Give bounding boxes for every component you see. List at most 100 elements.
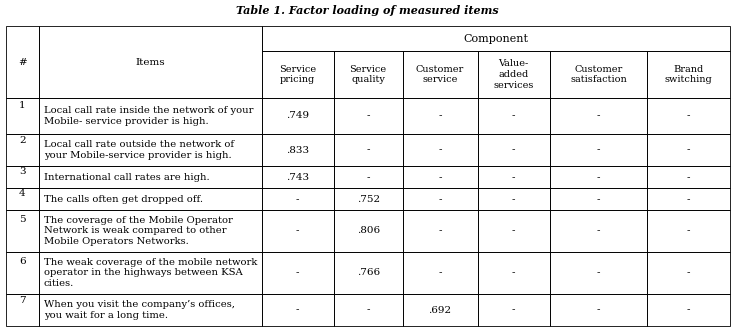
Text: .692: .692: [428, 305, 452, 315]
Text: Customer
service: Customer service: [416, 65, 464, 84]
Bar: [262, 294, 333, 326]
Text: 5: 5: [19, 215, 26, 224]
Bar: [6, 134, 39, 166]
Text: -: -: [296, 268, 300, 277]
Bar: [550, 188, 648, 210]
Bar: [648, 294, 730, 326]
Bar: [550, 166, 648, 188]
Bar: [333, 98, 403, 134]
Text: 4: 4: [19, 189, 26, 197]
Text: -: -: [439, 195, 442, 204]
Text: Items: Items: [135, 58, 165, 67]
Text: The calls often get dropped off.: The calls often get dropped off.: [44, 195, 202, 204]
Bar: [6, 188, 39, 210]
Bar: [403, 51, 477, 98]
Bar: [262, 188, 333, 210]
Bar: [262, 51, 333, 98]
Bar: [477, 98, 550, 134]
Text: -: -: [512, 112, 515, 120]
Text: Customer
satisfaction: Customer satisfaction: [570, 65, 627, 84]
Bar: [477, 294, 550, 326]
Text: -: -: [296, 195, 300, 204]
Text: .833: .833: [286, 146, 309, 154]
Bar: [477, 51, 550, 98]
Bar: [6, 294, 39, 326]
Bar: [648, 98, 730, 134]
Bar: [262, 26, 730, 51]
Bar: [403, 294, 477, 326]
Bar: [477, 188, 550, 210]
Bar: [550, 252, 648, 294]
Text: -: -: [512, 173, 515, 182]
Text: Value-
added
services: Value- added services: [493, 59, 534, 90]
Bar: [39, 134, 262, 166]
Text: -: -: [366, 112, 370, 120]
Bar: [39, 252, 262, 294]
Bar: [262, 210, 333, 252]
Bar: [550, 294, 648, 326]
Bar: [333, 51, 403, 98]
Bar: [403, 134, 477, 166]
Bar: [550, 210, 648, 252]
Bar: [333, 166, 403, 188]
Text: -: -: [686, 305, 690, 315]
Text: -: -: [686, 112, 690, 120]
Bar: [403, 252, 477, 294]
Bar: [39, 294, 262, 326]
Text: .806: .806: [357, 226, 379, 236]
Text: Service
pricing: Service pricing: [279, 65, 317, 84]
Bar: [403, 188, 477, 210]
Bar: [6, 26, 39, 98]
Text: -: -: [596, 305, 600, 315]
Text: .752: .752: [357, 195, 379, 204]
Text: -: -: [439, 268, 442, 277]
Bar: [648, 134, 730, 166]
Text: -: -: [512, 146, 515, 154]
Bar: [403, 210, 477, 252]
Bar: [333, 134, 403, 166]
Text: 7: 7: [19, 297, 26, 305]
Text: 6: 6: [19, 256, 26, 266]
Text: #: #: [18, 58, 26, 67]
Bar: [262, 134, 333, 166]
Text: 1: 1: [19, 101, 26, 111]
Bar: [550, 134, 648, 166]
Text: -: -: [439, 173, 442, 182]
Text: -: -: [596, 226, 600, 236]
Bar: [648, 51, 730, 98]
Bar: [648, 166, 730, 188]
Bar: [6, 98, 39, 134]
Text: .749: .749: [286, 112, 309, 120]
Text: -: -: [512, 305, 515, 315]
Bar: [333, 294, 403, 326]
Text: Service
quality: Service quality: [349, 65, 387, 84]
Bar: [550, 98, 648, 134]
Text: -: -: [596, 195, 600, 204]
Bar: [648, 210, 730, 252]
Text: 2: 2: [19, 136, 26, 145]
Text: -: -: [296, 305, 300, 315]
Bar: [403, 166, 477, 188]
Text: .766: .766: [357, 268, 379, 277]
Bar: [403, 98, 477, 134]
Text: -: -: [686, 173, 690, 182]
Text: -: -: [366, 173, 370, 182]
Bar: [6, 166, 39, 188]
Text: Brand
switching: Brand switching: [664, 65, 712, 84]
Bar: [39, 166, 262, 188]
Text: -: -: [686, 226, 690, 236]
Text: -: -: [512, 195, 515, 204]
Bar: [648, 188, 730, 210]
Bar: [262, 98, 333, 134]
Text: When you visit the company’s offices,
you wait for a long time.: When you visit the company’s offices, yo…: [44, 300, 235, 320]
Text: The weak coverage of the mobile network
operator in the highways between KSA
cit: The weak coverage of the mobile network …: [44, 258, 257, 288]
Text: -: -: [686, 195, 690, 204]
Text: -: -: [366, 305, 370, 315]
Text: -: -: [439, 146, 442, 154]
Bar: [39, 98, 262, 134]
Text: -: -: [296, 226, 300, 236]
Text: Table 1. Factor loading of measured items: Table 1. Factor loading of measured item…: [236, 5, 499, 16]
Text: The coverage of the Mobile Operator
Network is weak compared to other
Mobile Ope: The coverage of the Mobile Operator Netw…: [44, 216, 232, 246]
Text: -: -: [596, 173, 600, 182]
Bar: [262, 166, 333, 188]
